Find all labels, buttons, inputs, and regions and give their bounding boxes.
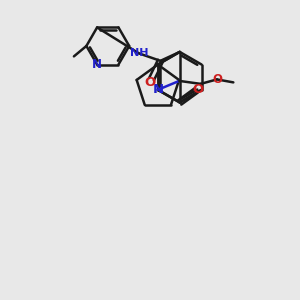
- Text: O: O: [144, 76, 156, 89]
- Text: NH: NH: [130, 48, 148, 59]
- Text: N: N: [92, 58, 102, 71]
- Text: O: O: [212, 73, 222, 86]
- Text: N: N: [152, 83, 164, 96]
- Text: O: O: [192, 82, 203, 96]
